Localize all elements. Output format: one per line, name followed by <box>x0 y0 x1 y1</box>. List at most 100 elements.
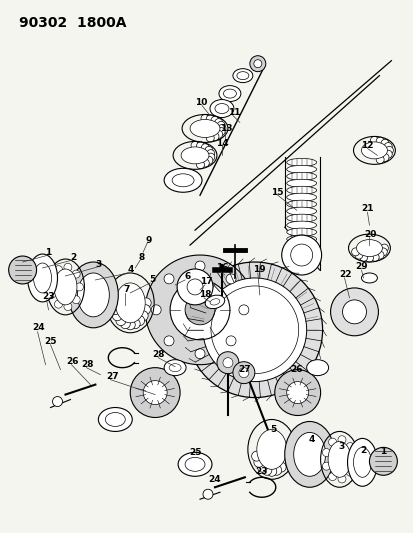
Circle shape <box>345 468 354 476</box>
Text: 15: 15 <box>271 188 283 197</box>
Circle shape <box>225 274 235 284</box>
Ellipse shape <box>286 179 316 187</box>
Text: 4: 4 <box>308 435 314 444</box>
Text: 16: 16 <box>215 263 228 272</box>
Circle shape <box>378 248 386 256</box>
Text: 27: 27 <box>106 372 119 381</box>
Text: 3: 3 <box>337 442 344 451</box>
Ellipse shape <box>218 86 240 102</box>
Circle shape <box>380 139 388 147</box>
Circle shape <box>170 280 229 340</box>
Text: 5: 5 <box>149 276 155 285</box>
Ellipse shape <box>286 214 316 222</box>
Circle shape <box>64 263 72 271</box>
Circle shape <box>225 336 235 346</box>
Text: 10: 10 <box>195 98 207 107</box>
Circle shape <box>206 153 214 161</box>
Circle shape <box>253 60 261 68</box>
Circle shape <box>196 142 204 150</box>
Ellipse shape <box>327 441 350 477</box>
Circle shape <box>279 457 289 467</box>
Text: 4: 4 <box>127 265 133 274</box>
Text: 18: 18 <box>198 290 211 300</box>
Circle shape <box>216 127 225 135</box>
Ellipse shape <box>361 273 377 283</box>
Ellipse shape <box>353 447 370 477</box>
Text: 24: 24 <box>208 475 221 484</box>
Circle shape <box>9 256 36 284</box>
Circle shape <box>349 455 357 463</box>
Circle shape <box>251 451 261 461</box>
Circle shape <box>48 290 56 298</box>
Text: 28: 28 <box>81 360 93 369</box>
Circle shape <box>337 475 345 483</box>
Ellipse shape <box>286 207 316 215</box>
Circle shape <box>330 288 377 336</box>
Circle shape <box>383 150 391 158</box>
Ellipse shape <box>164 360 185 376</box>
Circle shape <box>238 368 248 377</box>
Circle shape <box>143 381 167 405</box>
Ellipse shape <box>164 168 202 192</box>
Circle shape <box>261 465 271 475</box>
Circle shape <box>187 279 202 295</box>
Ellipse shape <box>361 142 387 159</box>
Text: 29: 29 <box>354 262 367 271</box>
Ellipse shape <box>77 273 109 317</box>
Ellipse shape <box>98 408 132 431</box>
Ellipse shape <box>205 295 224 309</box>
Circle shape <box>253 457 263 467</box>
Ellipse shape <box>306 360 328 376</box>
Text: 19: 19 <box>253 265 266 274</box>
Circle shape <box>233 362 254 384</box>
Circle shape <box>214 119 222 127</box>
Circle shape <box>202 278 306 382</box>
Circle shape <box>164 336 173 346</box>
Circle shape <box>164 274 173 284</box>
Text: 26: 26 <box>290 365 302 374</box>
Ellipse shape <box>286 193 316 201</box>
Circle shape <box>351 248 359 256</box>
Ellipse shape <box>356 240 382 256</box>
Text: 11: 11 <box>227 108 240 117</box>
Circle shape <box>322 462 330 470</box>
Ellipse shape <box>286 172 316 180</box>
Circle shape <box>206 150 214 158</box>
Circle shape <box>275 462 285 472</box>
Text: 7: 7 <box>123 285 129 294</box>
Ellipse shape <box>286 228 316 236</box>
Circle shape <box>380 244 387 252</box>
Circle shape <box>140 305 150 314</box>
Text: 13: 13 <box>219 124 232 133</box>
Text: 1: 1 <box>380 447 386 456</box>
Circle shape <box>281 235 321 275</box>
Ellipse shape <box>209 100 233 117</box>
Circle shape <box>190 141 199 149</box>
Ellipse shape <box>286 186 316 194</box>
Text: 9: 9 <box>145 236 151 245</box>
Text: 14: 14 <box>215 139 228 148</box>
Circle shape <box>368 447 396 475</box>
Text: 26: 26 <box>66 357 78 366</box>
Circle shape <box>204 156 212 164</box>
Ellipse shape <box>286 200 316 208</box>
Text: 8: 8 <box>138 253 144 262</box>
Text: 28: 28 <box>152 350 164 359</box>
Circle shape <box>185 295 214 325</box>
Circle shape <box>322 449 330 457</box>
Circle shape <box>345 442 354 450</box>
Text: 2: 2 <box>70 253 76 262</box>
Ellipse shape <box>214 103 228 114</box>
Text: 21: 21 <box>360 204 373 213</box>
Circle shape <box>141 298 151 308</box>
Circle shape <box>48 276 56 284</box>
Circle shape <box>271 465 281 475</box>
Circle shape <box>116 316 126 326</box>
Circle shape <box>217 125 225 133</box>
Circle shape <box>249 56 265 71</box>
Circle shape <box>130 319 140 329</box>
Ellipse shape <box>223 89 236 98</box>
Text: 90302  1800A: 90302 1800A <box>19 16 126 30</box>
Ellipse shape <box>190 119 219 138</box>
Circle shape <box>151 305 161 315</box>
